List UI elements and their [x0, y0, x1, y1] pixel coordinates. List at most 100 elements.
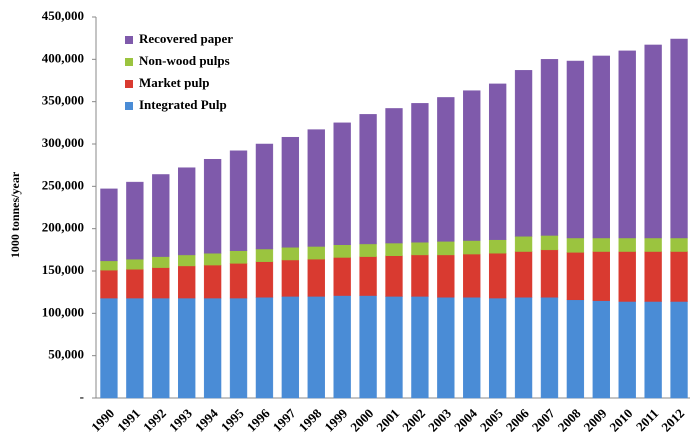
bar-segment — [437, 97, 455, 242]
bar-segment — [255, 261, 274, 298]
y-tick-label: 400,000 — [42, 50, 84, 65]
bar-segment — [100, 260, 118, 271]
bar-segment — [488, 239, 507, 254]
bar-segment — [359, 256, 377, 296]
y-tick-label: - — [80, 389, 84, 404]
x-tick-label: 2007 — [529, 405, 558, 434]
bar-segment — [255, 296, 274, 399]
bar-segment — [437, 241, 455, 256]
y-tick-label: 350,000 — [42, 93, 84, 108]
bar-segment — [566, 60, 585, 239]
legend-label: Non-wood pulps — [139, 53, 230, 68]
bar-segment — [670, 301, 688, 399]
bar-segment — [178, 297, 196, 399]
x-tick-label: 1998 — [296, 405, 325, 434]
x-tick-label: 2001 — [373, 406, 402, 435]
bar-segment — [514, 70, 533, 237]
bar-segment — [281, 259, 300, 297]
bar-segment — [255, 248, 274, 262]
x-tick-label: 1993 — [166, 405, 195, 434]
x-tick-label: 2011 — [633, 406, 661, 434]
bar-segment — [644, 44, 662, 239]
bar-segment — [255, 143, 274, 250]
bar-segment — [644, 251, 662, 302]
bar-segment — [307, 129, 325, 247]
bar-segment — [152, 267, 170, 299]
bar-segment — [488, 83, 507, 240]
bar-segment — [385, 296, 403, 399]
bar-segment — [592, 251, 610, 301]
x-tick-label: 2008 — [555, 405, 584, 434]
bar-segment — [411, 241, 429, 256]
bar-segment — [152, 256, 170, 268]
bar-segment — [514, 251, 533, 298]
bar-segment — [644, 237, 662, 252]
bar-segment — [463, 240, 481, 255]
bar-segment — [229, 150, 248, 251]
bar-segment — [178, 265, 196, 299]
y-tick-label: 200,000 — [42, 220, 84, 235]
bar-segment — [359, 243, 377, 257]
bar-segment — [359, 114, 377, 245]
x-tick-label: 2003 — [425, 405, 454, 434]
legend-label: Market pulp — [139, 75, 209, 90]
bar-segment — [670, 38, 688, 239]
bar-segment — [437, 296, 455, 399]
bar-segment — [463, 253, 481, 298]
bar-segment — [592, 55, 610, 239]
bar-segment — [463, 296, 481, 399]
y-tick-label: 250,000 — [42, 177, 84, 192]
bar-segment — [592, 300, 610, 399]
x-tick-label: 1995 — [218, 405, 247, 434]
bar-segment — [333, 257, 351, 296]
x-tick-label: 2004 — [451, 405, 480, 434]
bar-segment — [126, 258, 144, 270]
legend-label: Integrated Pulp — [139, 97, 227, 112]
bar-segment — [152, 174, 170, 257]
x-tick-label: 2000 — [347, 406, 376, 435]
bar-segment — [333, 244, 351, 258]
x-tick-label: 1990 — [88, 406, 117, 435]
x-tick-label: 2010 — [606, 406, 635, 435]
bar-segment — [333, 295, 351, 399]
bar-segment — [566, 237, 585, 253]
bar-segment — [514, 236, 533, 252]
bar-segment — [100, 188, 118, 262]
bar-segment — [229, 250, 248, 264]
y-axis-title: 1000 tonnes/year — [8, 171, 22, 258]
bar-segment — [178, 254, 196, 267]
bar-segment — [229, 263, 248, 299]
bar-segment — [281, 136, 300, 248]
bar-segment — [281, 247, 300, 261]
legend-swatch — [125, 80, 133, 88]
bar-segment — [307, 258, 325, 297]
y-tick-label: 450,000 — [42, 8, 84, 23]
legend-swatch — [125, 36, 133, 44]
bar-segment — [618, 237, 636, 252]
y-tick-label: 50,000 — [48, 347, 84, 362]
bar-segment — [307, 246, 325, 260]
y-tick-label: 100,000 — [42, 304, 84, 319]
x-tick-label: 1991 — [114, 406, 143, 435]
x-tick-label: 1994 — [192, 405, 221, 434]
x-tick-label: 1996 — [244, 405, 273, 434]
bar-segment — [463, 90, 481, 241]
bar-segment — [540, 249, 559, 298]
bar-segment — [203, 264, 222, 299]
x-tick-label: 1997 — [270, 405, 299, 434]
y-tick-label: 300,000 — [42, 135, 84, 150]
bar-segment — [385, 108, 403, 244]
bar-segment — [488, 297, 507, 399]
bar-segment — [281, 296, 300, 399]
bar-segment — [618, 301, 636, 399]
bar-segment — [670, 237, 688, 252]
bar-segment — [566, 299, 585, 399]
bar-segment — [203, 252, 222, 266]
bar-segment — [307, 296, 325, 399]
bar-segment — [592, 237, 610, 252]
y-tick-label: 150,000 — [42, 262, 84, 277]
bar-segment — [333, 122, 351, 246]
bar-segment — [126, 297, 144, 399]
x-tick-label: 2012 — [658, 406, 687, 435]
